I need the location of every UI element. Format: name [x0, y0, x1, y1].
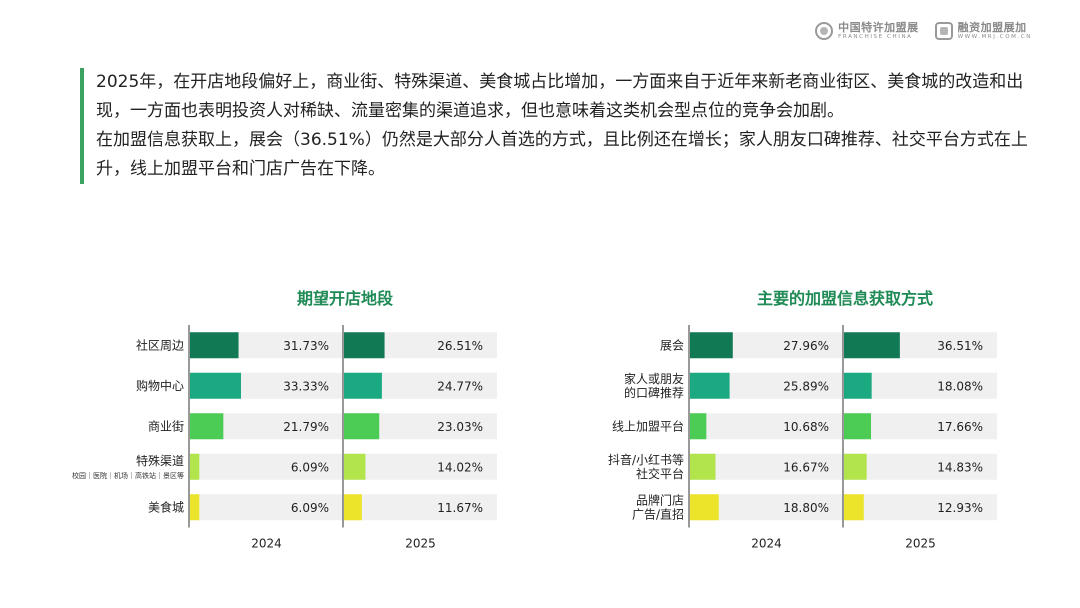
bar	[190, 332, 239, 359]
chart-store-location-svg: 社区周边 31.73% 26.51% 购物中心 33.33% 24.77% 商业街 21.79…	[72, 325, 497, 551]
bar	[190, 413, 224, 440]
data-label: 14.83%	[937, 460, 983, 474]
bar	[844, 453, 867, 480]
bar-background	[190, 453, 343, 480]
bar	[844, 332, 900, 359]
category-label: 家人或朋友	[624, 371, 684, 386]
mrj-logo: 融资加盟展加 WWW.MRJ.COM.CN	[934, 21, 1032, 41]
bar	[690, 494, 719, 521]
bar-background	[344, 453, 497, 480]
bar-background	[844, 494, 997, 521]
bar-background	[690, 413, 843, 440]
data-label: 23.03%	[437, 420, 483, 434]
mrj-logo-icon	[934, 22, 953, 41]
chart-store-location: 期望开店地段 社区周边 31.73% 26.51% 购物中心 33.33% 24.77% 商…	[60, 285, 520, 555]
category-label: 展会	[660, 338, 684, 352]
category-label: 社区周边	[136, 337, 184, 352]
data-label: 11.67%	[437, 501, 483, 515]
data-label: 14.02%	[437, 460, 483, 474]
data-label: 27.96%	[783, 339, 829, 353]
bar	[844, 372, 872, 399]
intro-text-block: 2025年，在开店地段偏好上，商业街、特殊渠道、美食城占比增加，一方面来自于近年…	[80, 68, 1040, 184]
franchise-logo-icon	[815, 22, 834, 41]
data-label: 18.80%	[783, 501, 829, 515]
bar	[690, 413, 707, 440]
bar	[690, 453, 716, 480]
chart-title-store-location: 期望开店地段	[296, 289, 393, 308]
bar	[690, 332, 733, 359]
intro-paragraph-1: 2025年，在开店地段偏好上，商业街、特殊渠道、美食城占比增加，一方面来自于近年…	[96, 72, 1024, 121]
mrj-logo-name: 融资加盟展加	[957, 21, 1027, 34]
data-label: 25.89%	[783, 379, 829, 393]
mrj-logo-sub: WWW.MRJ.COM.CN	[957, 34, 1032, 40]
category-label: 特殊渠道	[136, 453, 184, 468]
category-label: 商业街	[148, 418, 184, 433]
bar	[190, 453, 200, 480]
category-label: 美食城	[148, 499, 184, 514]
chart-title-info-channels: 主要的加盟信息获取方式	[756, 289, 933, 308]
series-label: 2025	[405, 537, 436, 551]
bar-background	[844, 453, 997, 480]
bar	[690, 372, 730, 399]
series-label: 2025	[905, 537, 936, 551]
category-label: 广告/直招	[632, 507, 684, 521]
category-label: 品牌门店	[636, 492, 684, 507]
data-label: 16.67%	[783, 460, 829, 474]
header-logos: 中国特许加盟展 FRANCHISE CHINA 融资加盟展加 WWW.MRJ.C…	[815, 22, 1032, 41]
franchise-logo-sub: FRANCHISE CHINA	[838, 34, 913, 40]
data-label: 6.09%	[291, 501, 329, 515]
bar-background	[190, 494, 343, 521]
data-label: 36.51%	[937, 339, 983, 353]
category-label: 购物中心	[136, 378, 184, 393]
chart-info-channels: 主要的加盟信息获取方式 展会 27.96% 36.51% 家人或朋友 的口碑推荐 25.8…	[560, 285, 1020, 555]
data-label: 24.77%	[437, 379, 483, 393]
bar	[344, 494, 362, 521]
data-label: 10.68%	[783, 420, 829, 434]
category-label: 的口碑推荐	[624, 385, 684, 400]
category-label: 社交平台	[636, 466, 684, 481]
series-label: 2024	[751, 537, 782, 551]
data-label: 31.73%	[283, 339, 329, 353]
data-label: 26.51%	[437, 339, 483, 353]
data-label: 18.08%	[937, 379, 983, 393]
data-label: 6.09%	[291, 460, 329, 474]
intro-paragraph-2: 在加盟信息获取上，展会（36.51%）仍然是大部分人首选的方式，且比例还在增长；…	[96, 130, 1028, 179]
category-label: 线上加盟平台	[612, 418, 684, 433]
bar	[190, 372, 241, 399]
bar	[344, 453, 366, 480]
bar	[844, 494, 864, 521]
bar	[844, 413, 872, 440]
data-label: 17.66%	[937, 420, 983, 434]
franchise-china-logo: 中国特许加盟展 FRANCHISE CHINA	[815, 22, 919, 41]
category-note: 校园｜医院｜机场｜高铁站｜景区等	[72, 471, 184, 480]
franchise-logo-name: 中国特许加盟展	[838, 21, 919, 34]
bar	[190, 494, 200, 521]
bar	[344, 372, 382, 399]
bar-background	[344, 494, 497, 521]
bar	[344, 413, 380, 440]
data-label: 12.93%	[937, 501, 983, 515]
category-label: 抖音/小红书等	[608, 452, 684, 467]
bar	[344, 332, 385, 359]
data-label: 21.79%	[283, 420, 329, 434]
data-label: 33.33%	[283, 379, 329, 393]
series-label: 2024	[251, 537, 282, 551]
